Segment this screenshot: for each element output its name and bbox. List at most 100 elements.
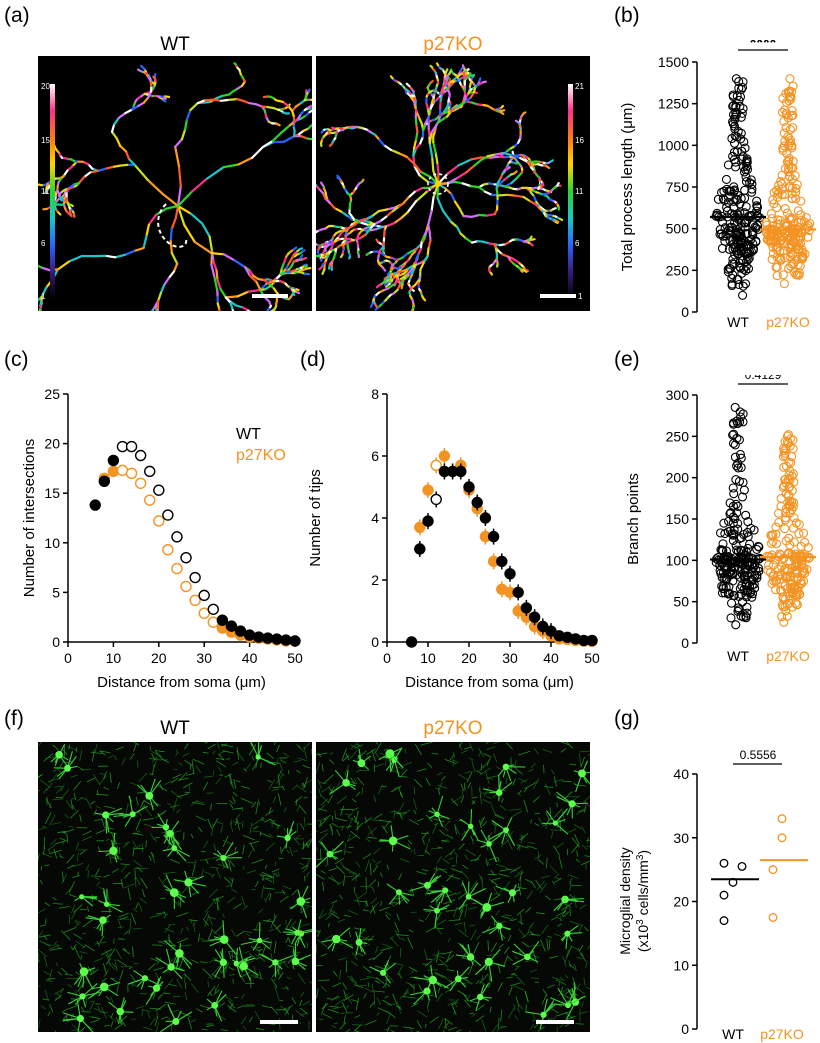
process-segment: [478, 186, 487, 193]
fluor-process: [105, 953, 111, 965]
fluor-process: [584, 855, 590, 857]
fluor-process: [483, 753, 492, 758]
fluor-process: [250, 974, 257, 978]
fluor-process: [278, 1017, 281, 1031]
fluor-process: [374, 980, 381, 984]
fluor-process: [75, 940, 86, 948]
fluor-process: [450, 798, 459, 806]
fluor-process: [274, 968, 279, 981]
fluor-process: [88, 1015, 94, 1018]
fluor-process: [264, 864, 268, 870]
process-segment: [464, 237, 474, 244]
fluor-process: [228, 951, 232, 960]
fluor-process: [200, 961, 208, 964]
data-point: [803, 232, 813, 242]
microglia-soma: [129, 811, 136, 818]
fluor-process: [425, 911, 431, 921]
fluor-process: [158, 876, 164, 886]
data-point: [750, 222, 760, 232]
fluor-process: [524, 959, 535, 963]
fluor-process: [294, 796, 303, 803]
data-point: [793, 260, 803, 270]
process-segment: [316, 242, 318, 246]
fluor-process: [232, 820, 242, 825]
fluor-process: [509, 916, 514, 921]
fluor-process: [270, 978, 278, 988]
fluor-process: [79, 814, 82, 822]
process-segment: [434, 151, 439, 165]
data-point: [125, 440, 138, 453]
process-segment: [514, 119, 520, 124]
fluor-process: [47, 1011, 51, 1017]
fluor-process: [250, 946, 260, 952]
fluor-process: [441, 858, 450, 864]
fluor-process: [242, 835, 255, 841]
fluor-process: [328, 867, 338, 872]
fluor-process: [95, 805, 101, 809]
fluor-process: [446, 839, 451, 843]
fluor-process: [91, 1016, 101, 1020]
fluor-process: [490, 869, 496, 876]
data-point: [746, 234, 756, 244]
fluor-process: [463, 921, 467, 934]
process-segment: [419, 261, 425, 271]
process-segment: [237, 156, 254, 166]
process-segment: [177, 165, 182, 188]
data-point: [779, 232, 789, 243]
x-tick-label: 30: [196, 650, 212, 666]
process-segment: [328, 201, 336, 210]
fluor-process: [73, 904, 83, 913]
fluor-process: [67, 864, 75, 869]
fluor-process: [204, 742, 209, 744]
fluor-process: [138, 903, 143, 913]
process-segment: [302, 256, 308, 261]
fluor-process: [249, 822, 253, 834]
y-tick-label: 10: [44, 535, 60, 551]
process-segment: [418, 174, 429, 183]
fluor-process: [57, 971, 62, 976]
fluor-process: [243, 768, 247, 772]
fluor-process: [236, 1029, 239, 1032]
fluor-process: [344, 813, 350, 816]
process-segment: [436, 161, 440, 175]
fluor-process: [372, 858, 376, 863]
process-segment: [123, 250, 136, 256]
process-segment: [429, 80, 434, 84]
fluor-process: [434, 972, 444, 979]
fluor-process: [207, 818, 213, 829]
fluor-process: [175, 752, 179, 757]
fluor-process: [269, 820, 276, 823]
fluor-process: [283, 807, 287, 813]
data-point: [788, 123, 798, 133]
fluor-process: [571, 842, 581, 854]
fluor-process: [486, 775, 499, 779]
y-tick-label: 6: [371, 448, 379, 464]
fluor-process: [446, 969, 455, 972]
fluor-process: [117, 926, 124, 928]
fluor-process: [278, 999, 284, 1002]
fluor-process: [350, 744, 360, 750]
data-point: [780, 203, 790, 214]
fluor-process: [251, 759, 259, 771]
fluor-process: [551, 976, 563, 981]
fluor-process: [38, 908, 46, 914]
data-point: [745, 247, 755, 257]
fluor-process: [433, 956, 437, 961]
process-segment: [395, 202, 404, 210]
fluor-process: [330, 823, 333, 831]
data-point: [787, 87, 797, 97]
fluor-process: [395, 934, 409, 936]
process-segment: [513, 170, 518, 175]
fluor-process: [339, 894, 343, 900]
process-segment: [212, 98, 222, 102]
fluor-process: [125, 803, 129, 813]
fluor-process: [562, 955, 567, 967]
fluor-process: [309, 981, 312, 984]
fluor-process: [517, 790, 522, 795]
fluor-process: [344, 851, 352, 854]
process-segment: [190, 177, 209, 193]
process-segment: [292, 291, 296, 297]
microglia-soma: [482, 903, 492, 912]
process-segment: [305, 267, 312, 270]
data-point: [793, 206, 803, 216]
